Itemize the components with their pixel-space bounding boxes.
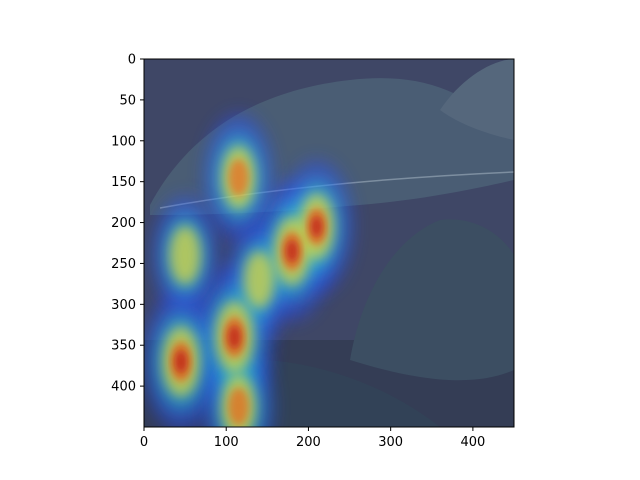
- y-tick-label: 200: [111, 216, 136, 231]
- top-right-leaf: [440, 59, 514, 140]
- y-tick-label: 350: [111, 339, 136, 354]
- y-tick-label: 150: [111, 175, 136, 190]
- x-tick-label: 300: [378, 435, 403, 450]
- heat-blob: [243, 250, 275, 309]
- image-area: [144, 59, 514, 427]
- x-tick-label: 100: [214, 435, 239, 450]
- y-tick-label: 250: [111, 257, 136, 272]
- heat-blob: [174, 349, 188, 374]
- heat-blob: [169, 225, 201, 285]
- heat-blob: [228, 325, 241, 350]
- heat-blob: [228, 387, 249, 426]
- y-axis: 0 50 100 150 200 250 300 350 400: [111, 53, 144, 395]
- right-leaf: [350, 219, 514, 381]
- heat-blob: [285, 239, 299, 263]
- x-tick-label: 200: [296, 435, 321, 450]
- x-tick-label: 400: [460, 435, 485, 450]
- y-tick-label: 50: [119, 93, 136, 108]
- x-tick-label: 0: [140, 435, 148, 450]
- axes-frame: [143, 58, 515, 428]
- x-axis: 0 100 200 300 400: [140, 427, 485, 450]
- y-tick-label: 300: [111, 298, 136, 313]
- heat-blob: [228, 159, 249, 197]
- y-tick-label: 400: [111, 380, 136, 395]
- heat-blob: [310, 215, 323, 238]
- bottom-leaf: [220, 359, 440, 427]
- heatmap-overlay: [144, 114, 352, 427]
- y-tick-label: 100: [111, 134, 136, 149]
- y-tick-label: 0: [128, 53, 136, 68]
